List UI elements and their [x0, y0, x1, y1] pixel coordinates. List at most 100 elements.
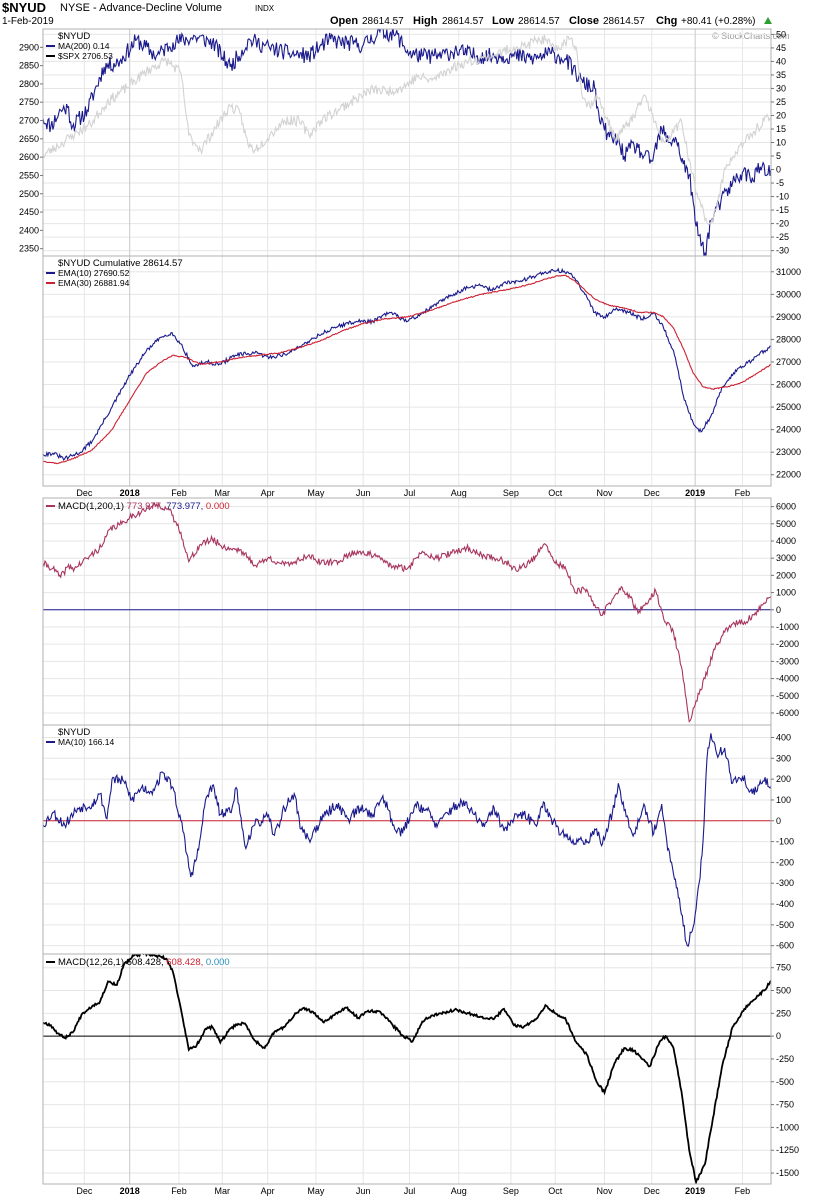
- open-value: 28614.57: [362, 16, 404, 27]
- panel-3: 6000 5000 4000 3000 2000 1000 0 -1000 -2000 -3000…: [42, 497, 799, 726]
- right-axis-label: 31000: [776, 267, 801, 277]
- x-axis-label: Nov: [597, 488, 614, 498]
- high-label: High: [413, 15, 438, 27]
- right-axis-label: -4000: [776, 674, 799, 684]
- panel-2: 31000 30000 29000 28000 27000 26000 25000 24000…: [42, 255, 801, 498]
- right-axis-label: -15: [776, 205, 789, 215]
- legend-label: MACD(12,26,1) 608.428, 608.428, 0.000: [58, 957, 230, 968]
- panel-1: 50454035302520151050-5-10-15-20-25-30235…: [19, 28, 789, 257]
- x-axis-label: Apr: [261, 488, 275, 498]
- low-value: 28614.57: [518, 16, 560, 27]
- right-axis-label: 25: [776, 97, 786, 107]
- right-axis-label: 25000: [776, 402, 801, 412]
- x-axis-label: Oct: [548, 1186, 563, 1196]
- series-line--spx: [43, 34, 771, 226]
- series-line-ema-30-: [43, 274, 771, 465]
- right-axis-label: 50: [776, 29, 786, 39]
- legend-label: MACD(1,200,1) 773.977, 773.977, 0.000: [58, 501, 230, 512]
- panel-border: [42, 724, 772, 955]
- panel-4: 400 300 200 100 0 -100 -200 -300 -400 -500 -600 $NY…: [42, 724, 794, 955]
- left-axis-label: 2750: [19, 97, 39, 107]
- right-axis-label: 45: [776, 43, 786, 53]
- right-axis-label: -5000: [776, 691, 799, 701]
- left-axis-label: 2600: [19, 152, 39, 162]
- legend-title: $NYUD Cumulative 28614.57: [58, 258, 183, 269]
- x-axis-label: May: [307, 488, 325, 498]
- index-tag: INDX: [255, 4, 275, 13]
- legend-value: 773.977,: [127, 501, 167, 512]
- right-axis-label: 3000: [776, 553, 796, 563]
- x-axis-label: Feb: [735, 1186, 751, 1196]
- x-axis-label: Sep: [503, 488, 519, 498]
- right-axis-label: 750: [776, 963, 791, 973]
- x-axis-label: Mar: [215, 1186, 231, 1196]
- x-axis-label: Feb: [171, 488, 187, 498]
- x-axis-label: 2019: [685, 1186, 705, 1196]
- up-triangle-icon: [764, 17, 772, 24]
- right-axis-label: -25: [776, 232, 789, 242]
- right-axis-label: -400: [776, 899, 794, 909]
- chg-value: +80.41 (+0.28%): [681, 16, 756, 27]
- right-axis-label: -20: [776, 219, 789, 229]
- right-axis-label: -300: [776, 878, 794, 888]
- right-axis-label: 20: [776, 110, 786, 120]
- chart-description: NYSE - Advance-Decline Volume: [60, 2, 223, 14]
- x-axis-label: May: [307, 1186, 325, 1196]
- x-axis-label: Feb: [735, 488, 751, 498]
- chart-date: 1-Feb-2019: [2, 16, 54, 27]
- chg-label: Chg: [656, 15, 678, 27]
- right-axis-label: -1000: [776, 1122, 799, 1132]
- right-axis-label: 22000: [776, 470, 801, 480]
- right-axis-label: -1000: [776, 622, 799, 632]
- x-axis-label: Mar: [215, 488, 231, 498]
- left-axis-label: 2900: [19, 42, 39, 52]
- right-axis-label: 26000: [776, 380, 801, 390]
- left-axis-label: 2500: [19, 189, 39, 199]
- left-axis-label: 2400: [19, 225, 39, 235]
- right-axis-label: 5000: [776, 519, 796, 529]
- right-axis-label: 23000: [776, 447, 801, 457]
- right-axis-label: -600: [776, 941, 794, 951]
- x-axis-label: Oct: [548, 488, 563, 498]
- x-axis-label: 2018: [120, 488, 140, 498]
- series-line-ma-200-: [43, 29, 771, 256]
- x-axis-label: Jul: [404, 1186, 416, 1196]
- close-value: 28614.57: [603, 16, 645, 27]
- right-axis-label: 250: [776, 1008, 791, 1018]
- legend-value: 773.977,: [166, 501, 206, 512]
- right-axis-label: -30: [776, 246, 789, 256]
- right-axis-label: -1250: [776, 1145, 799, 1155]
- right-axis-label: 0: [776, 605, 781, 615]
- series-line-macd: [43, 954, 771, 1184]
- right-axis-label: 27000: [776, 357, 801, 367]
- x-axis-label: Sep: [503, 1186, 519, 1196]
- right-axis-label: 29000: [776, 312, 801, 322]
- right-axis-label: 30: [776, 83, 786, 93]
- right-axis-label: 300: [776, 753, 791, 763]
- left-axis-label: 2850: [19, 61, 39, 71]
- x-axis-label: Dec: [76, 1186, 93, 1196]
- legend-value: 608.428,: [166, 957, 206, 968]
- right-axis-label: 30000: [776, 289, 801, 299]
- left-axis-label: 2650: [19, 134, 39, 144]
- right-axis-label: 0: [776, 816, 781, 826]
- x-axis-label: Aug: [451, 1186, 467, 1196]
- x-axis-label: Apr: [261, 1186, 275, 1196]
- x-axis-label: Feb: [171, 1186, 187, 1196]
- right-axis-label: 4000: [776, 536, 796, 546]
- right-axis-label: 35: [776, 70, 786, 80]
- stockcharts-watermark: © StockCharts.com: [712, 31, 790, 41]
- series-line-ema-10-: [43, 267, 771, 462]
- right-axis-label: 6000: [776, 502, 796, 512]
- right-axis-label: -5: [776, 178, 784, 188]
- close-label: Close: [569, 15, 599, 27]
- x-axis-label: Jun: [356, 488, 371, 498]
- left-axis-label: 2800: [19, 79, 39, 89]
- right-axis-label: -3000: [776, 656, 799, 666]
- right-axis-label: 100: [776, 795, 791, 805]
- x-axis-label: 2019: [685, 488, 705, 498]
- panel-border: [42, 953, 772, 1185]
- legend-value: 608.428,: [127, 957, 167, 968]
- right-axis-label: -6000: [776, 708, 799, 718]
